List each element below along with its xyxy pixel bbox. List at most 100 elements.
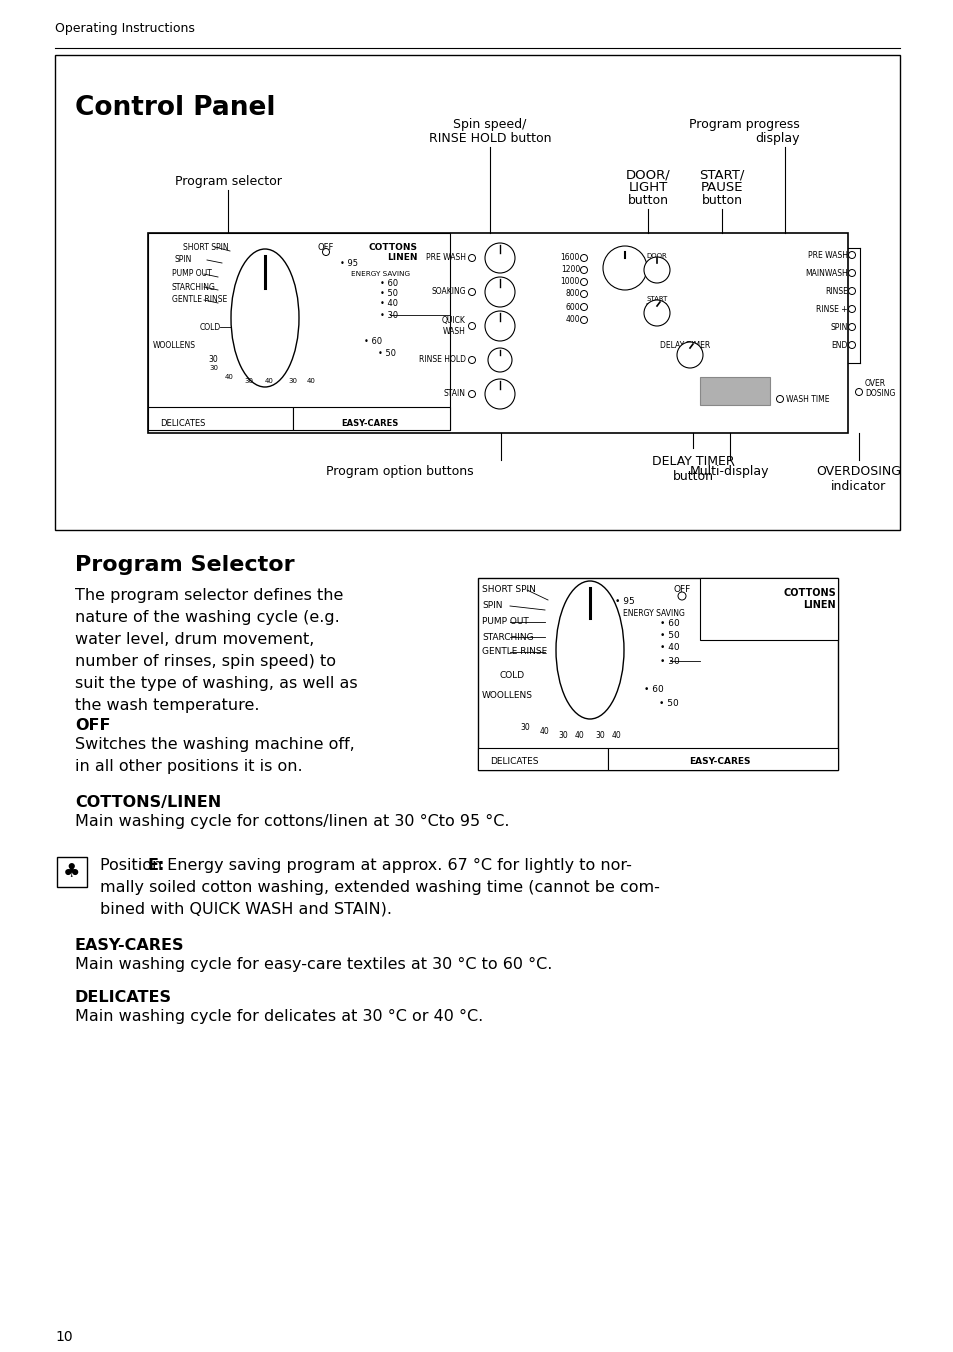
Text: • 95: • 95 (615, 596, 634, 606)
Text: WOOLLENS: WOOLLENS (481, 691, 533, 699)
Circle shape (847, 323, 855, 330)
Circle shape (579, 279, 587, 285)
Text: suit the type of washing, as well as: suit the type of washing, as well as (75, 676, 357, 691)
Text: END: END (831, 341, 847, 350)
Text: RINSE +: RINSE + (816, 304, 847, 314)
Text: COLD: COLD (200, 323, 221, 331)
Text: SPIN: SPIN (481, 602, 502, 611)
Text: water level, drum movement,: water level, drum movement, (75, 631, 314, 648)
Text: Main washing cycle for easy-care textiles at 30 °C to 60 °C.: Main washing cycle for easy-care textile… (75, 957, 552, 972)
Text: QUICK
WASH: QUICK WASH (441, 316, 465, 335)
Text: PRE WASH: PRE WASH (426, 254, 465, 262)
Text: • 40: • 40 (379, 300, 397, 308)
Text: Main washing cycle for cottons/linen at 30 °Cto 95 °C.: Main washing cycle for cottons/linen at … (75, 814, 509, 829)
Text: EASY-CARES: EASY-CARES (341, 419, 398, 427)
Text: number of rinses, spin speed) to: number of rinses, spin speed) to (75, 654, 335, 669)
Text: STARCHING: STARCHING (481, 633, 533, 641)
Ellipse shape (231, 249, 298, 387)
Circle shape (847, 269, 855, 277)
Text: 30: 30 (208, 356, 217, 365)
Text: 30: 30 (210, 365, 218, 370)
Bar (700, 377, 769, 406)
FancyBboxPatch shape (57, 857, 87, 887)
Text: in all other positions it is on.: in all other positions it is on. (75, 758, 302, 773)
Text: ENERGY SAVING: ENERGY SAVING (622, 610, 684, 618)
Text: 30: 30 (244, 379, 253, 384)
Text: SHORT SPIN: SHORT SPIN (481, 585, 536, 595)
Circle shape (488, 347, 512, 372)
Text: OVERDOSING: OVERDOSING (816, 465, 901, 479)
Text: • 60: • 60 (643, 685, 663, 695)
Circle shape (847, 342, 855, 349)
Text: START/: START/ (699, 168, 744, 181)
Text: PRE WASH: PRE WASH (807, 250, 847, 260)
Circle shape (579, 266, 587, 273)
Text: • 50: • 50 (659, 631, 679, 641)
Text: COTTONS: COTTONS (369, 243, 417, 251)
Bar (293, 407, 450, 430)
Text: DELICATES: DELICATES (481, 753, 530, 763)
Text: • 40: • 40 (659, 644, 679, 653)
Text: LINEN: LINEN (802, 600, 835, 610)
Bar (477, 579, 837, 771)
Text: DELICATES: DELICATES (75, 990, 172, 1005)
Text: 30: 30 (288, 379, 297, 384)
Text: ♣: ♣ (63, 863, 81, 882)
Circle shape (678, 592, 685, 600)
Bar (148, 407, 293, 430)
Text: EASY-CARES: EASY-CARES (688, 757, 750, 765)
Circle shape (579, 254, 587, 261)
Text: OFF: OFF (673, 585, 690, 594)
Circle shape (579, 303, 587, 311)
Text: 30: 30 (595, 731, 604, 741)
Circle shape (776, 396, 782, 403)
Text: COTTONS/LINEN: COTTONS/LINEN (75, 795, 221, 810)
Text: Program selector: Program selector (174, 174, 281, 188)
Text: • 50: • 50 (379, 288, 397, 297)
Text: GENTLE RINSE: GENTLE RINSE (172, 296, 227, 304)
Text: SPIN: SPIN (830, 323, 847, 331)
Text: button: button (700, 193, 741, 207)
Circle shape (847, 251, 855, 258)
Text: Operating Instructions: Operating Instructions (55, 22, 194, 35)
Text: 30: 30 (558, 731, 567, 741)
Text: 30: 30 (519, 722, 529, 731)
Text: 800: 800 (565, 289, 579, 299)
Text: Switches the washing machine off,: Switches the washing machine off, (75, 737, 355, 752)
Text: Program Selector: Program Selector (75, 556, 294, 575)
Text: DELAY TIMER: DELAY TIMER (651, 456, 734, 468)
Circle shape (579, 316, 587, 323)
Text: Program option buttons: Program option buttons (326, 465, 474, 479)
Text: 1600: 1600 (560, 254, 579, 262)
Text: 10: 10 (55, 1330, 72, 1344)
Text: the wash temperature.: the wash temperature. (75, 698, 259, 713)
Text: button: button (627, 193, 668, 207)
Text: Position: Position (100, 859, 167, 873)
Text: OVER: OVER (864, 380, 885, 388)
Text: Program progress: Program progress (688, 118, 800, 131)
Text: • 50: • 50 (377, 350, 395, 358)
Text: DELICATES: DELICATES (160, 419, 205, 427)
Text: • 30: • 30 (379, 311, 397, 319)
Text: DOOR
LIGHT: DOOR LIGHT (646, 253, 667, 266)
Circle shape (677, 342, 702, 368)
Circle shape (468, 254, 475, 261)
Text: SHORT SPIN: SHORT SPIN (183, 242, 229, 251)
Text: STARCHING: STARCHING (172, 283, 215, 292)
Text: 40: 40 (612, 731, 621, 741)
Text: Control Panel: Control Panel (75, 95, 275, 120)
Circle shape (847, 288, 855, 295)
Bar (607, 748, 837, 771)
Text: PUMP OUT: PUMP OUT (481, 618, 528, 626)
Circle shape (484, 243, 515, 273)
Circle shape (579, 291, 587, 297)
Text: nature of the washing cycle (e.g.: nature of the washing cycle (e.g. (75, 610, 339, 625)
Circle shape (847, 306, 855, 312)
Ellipse shape (556, 581, 623, 719)
Circle shape (484, 311, 515, 341)
Text: WASH TIME: WASH TIME (785, 395, 828, 403)
Circle shape (468, 288, 475, 296)
Bar (700, 579, 837, 639)
Text: OFF: OFF (75, 718, 111, 733)
Text: display: display (755, 132, 800, 145)
